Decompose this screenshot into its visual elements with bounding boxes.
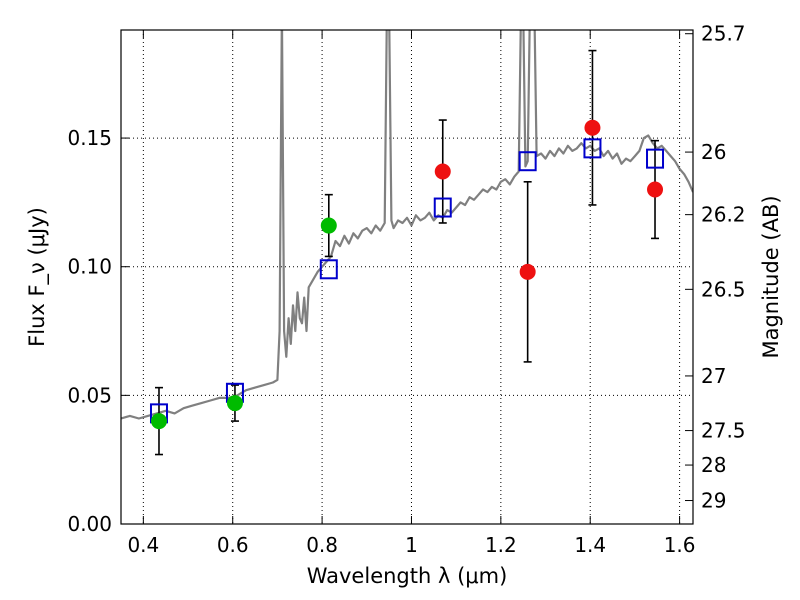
observed-flux-points bbox=[150, 119, 664, 430]
observed-flux-point bbox=[647, 181, 664, 198]
observed-flux-point bbox=[226, 395, 243, 412]
y-tick-label: 0.00 bbox=[67, 512, 112, 536]
y-tick-label: 0.15 bbox=[67, 126, 112, 150]
model-photometry-square bbox=[433, 197, 452, 218]
y2-tick-label: 26.2 bbox=[701, 203, 746, 227]
x-tick-label: 0.4 bbox=[127, 533, 159, 557]
model-photometry-square bbox=[319, 259, 338, 280]
observed-flux-point bbox=[150, 413, 167, 430]
y2-tick-label: 25.7 bbox=[701, 22, 746, 46]
axis-ticks: 0.4 0.6 0.8 1 1.2 1.4 1.6 0.00 0.05 0.10 0.15 25.7 2… bbox=[67, 22, 745, 557]
observed-flux-point bbox=[519, 263, 536, 280]
y2-axis-label: Magnitude (AB) bbox=[759, 195, 783, 358]
x-tick-label: 0.8 bbox=[306, 533, 338, 557]
y2-tick-label: 26 bbox=[701, 140, 726, 164]
y2-tick-label: 26.5 bbox=[701, 277, 746, 301]
y-tick-label: 0.05 bbox=[67, 383, 112, 407]
x-tick-label: 1 bbox=[405, 533, 418, 557]
y2-tick-label: 27.5 bbox=[701, 419, 746, 443]
model-photometry-square bbox=[583, 138, 602, 159]
y-axis-label: Flux F_ν (μJy) bbox=[25, 207, 50, 347]
y2-tick-label: 29 bbox=[701, 489, 726, 513]
y-tick-label: 0.10 bbox=[67, 255, 112, 279]
observed-flux-point bbox=[584, 119, 601, 136]
x-tick-label: 1.6 bbox=[664, 533, 696, 557]
plot-frame bbox=[120, 29, 694, 525]
x-axis-label: Wavelength λ (μm) bbox=[307, 564, 508, 588]
x-tick-label: 0.6 bbox=[217, 533, 249, 557]
x-tick-label: 1.2 bbox=[485, 533, 517, 557]
y2-tick-label: 28 bbox=[701, 453, 726, 477]
model-photometry-square bbox=[518, 151, 537, 172]
y2-tick-label: 27 bbox=[701, 364, 726, 388]
model-photometry-square bbox=[646, 148, 665, 169]
observed-flux-point bbox=[320, 217, 337, 234]
observed-flux-point bbox=[434, 163, 451, 180]
x-tick-label: 1.4 bbox=[574, 533, 606, 557]
plot-area bbox=[121, 30, 693, 456]
